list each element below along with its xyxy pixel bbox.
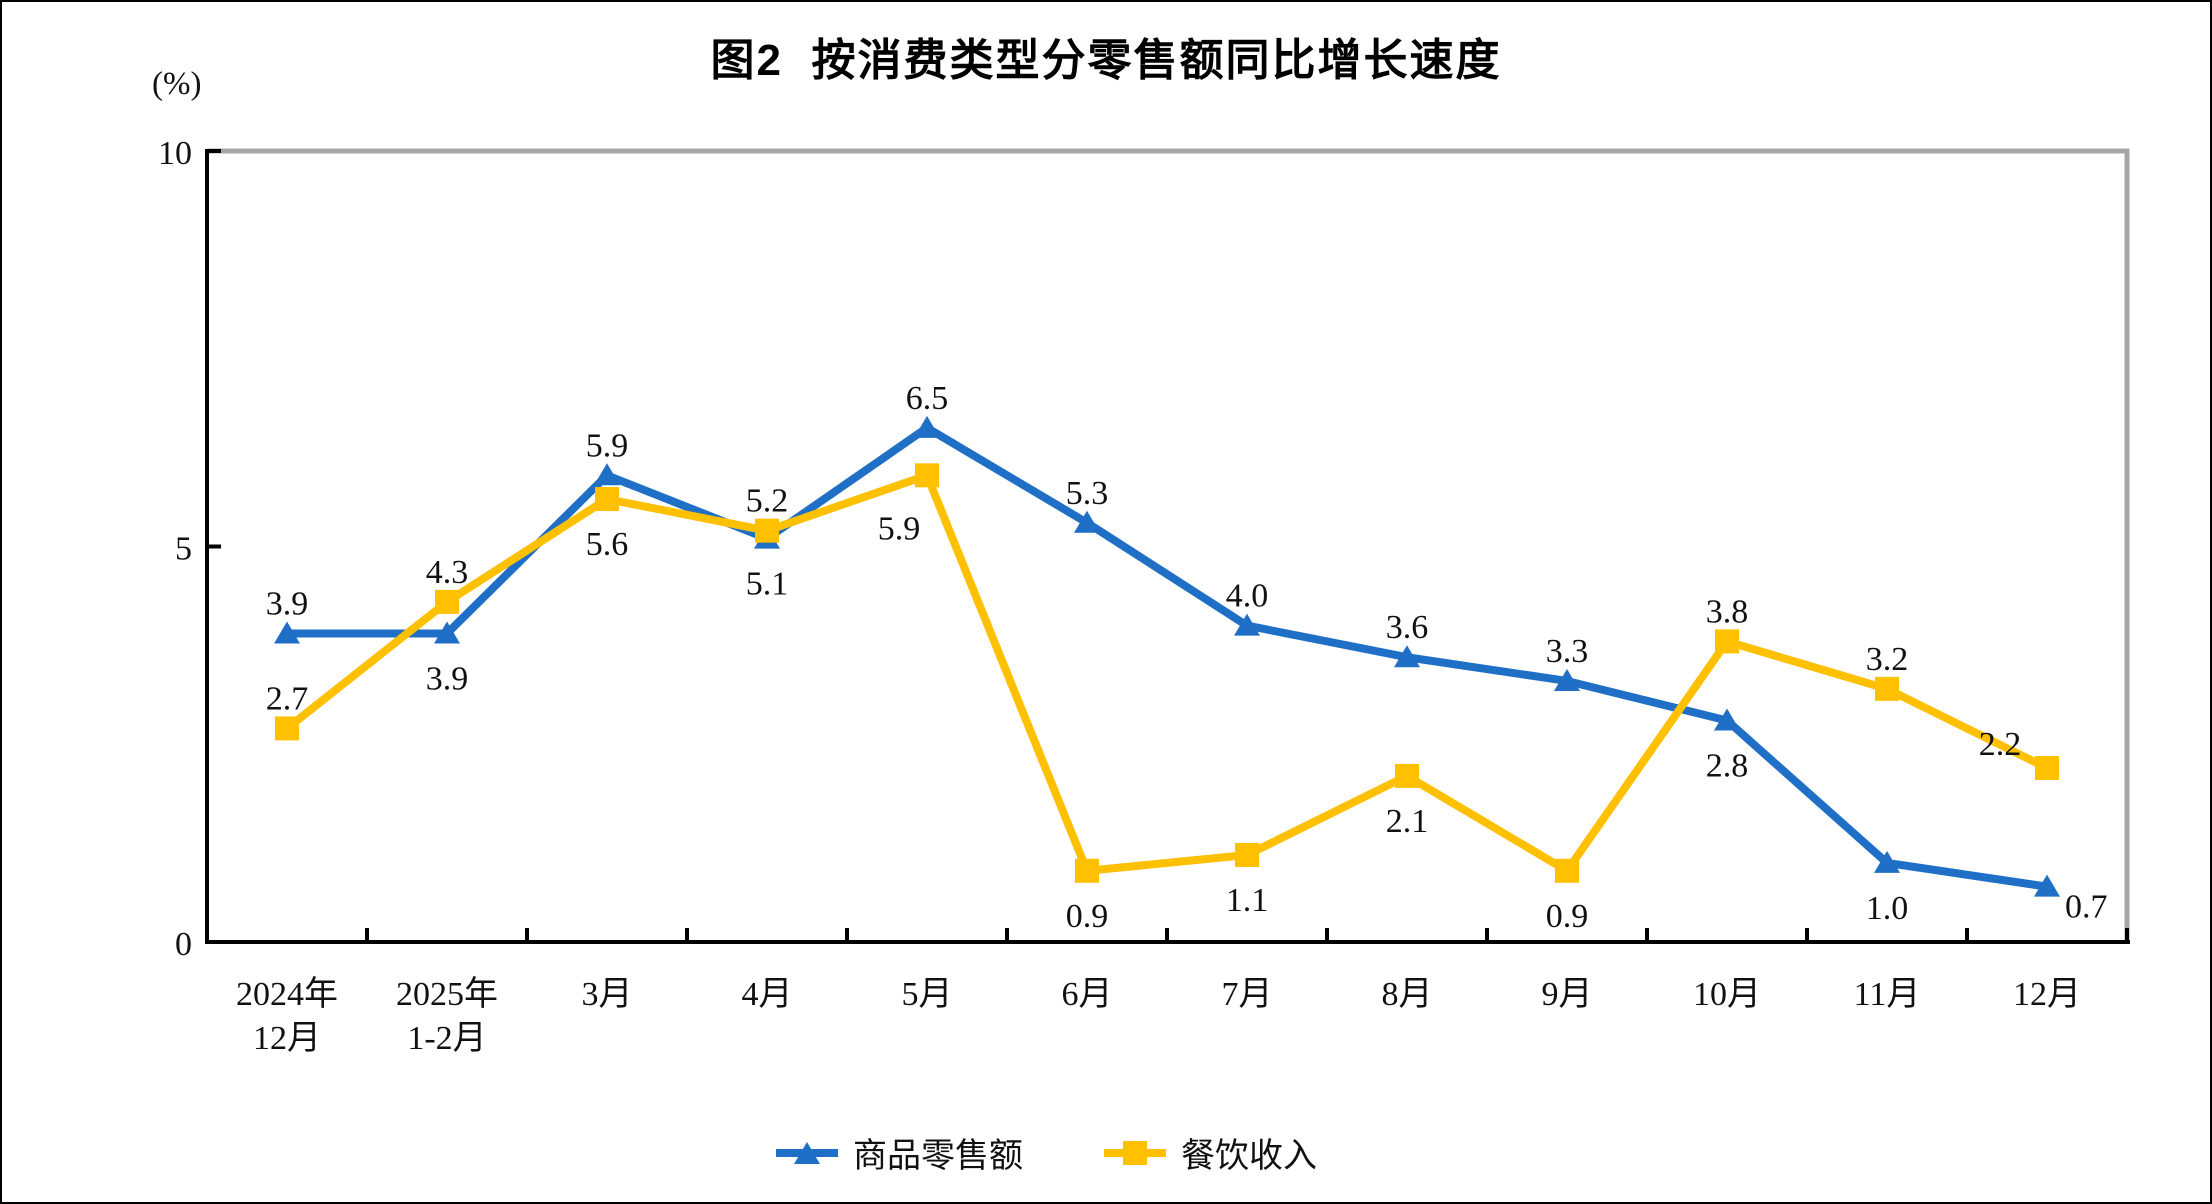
x-category-label: 10月 <box>1693 976 1761 1013</box>
data-label: 5.6 <box>586 526 629 563</box>
square-marker <box>275 716 299 741</box>
series-餐饮收入: 2.7 4.3 5.6 5.2 5.9 0.9 1.1 2.1 0.9 3.8 3.2 2.2 <box>266 463 2059 935</box>
triangle-marker <box>914 415 940 438</box>
triangle-marker <box>1554 668 1580 691</box>
triangle-marker <box>1394 645 1420 668</box>
x-category-label: 8月 <box>1382 976 1433 1013</box>
x-category-label: 2024年 <box>236 975 338 1013</box>
x-category-label: 1-2月 <box>407 1020 486 1057</box>
x-category-label: 6月 <box>1062 976 1113 1013</box>
data-label: 4.0 <box>1226 578 1269 615</box>
series-line <box>283 423 2051 891</box>
data-label: 5.1 <box>746 566 789 603</box>
y-tick-label: 5 <box>175 531 192 568</box>
triangle-marker <box>1234 613 1260 636</box>
x-category-label: 9月 <box>1542 976 1593 1013</box>
legend-label: 商品零售额 <box>853 1138 1023 1175</box>
data-label: 3.2 <box>1866 641 1909 678</box>
data-label: 3.8 <box>1706 593 1749 630</box>
y-axis-labels: 0 5 10 <box>158 135 192 963</box>
square-marker <box>1235 842 1259 867</box>
x-category-label: 5月 <box>902 976 953 1013</box>
x-category-label: 2025年 <box>396 975 498 1013</box>
data-label: 5.2 <box>746 483 789 520</box>
data-label: 5.3 <box>1066 475 1109 512</box>
square-marker <box>1395 763 1419 788</box>
square-marker <box>595 487 619 512</box>
data-label: 5.9 <box>586 427 629 464</box>
triangle-marker <box>1714 708 1740 731</box>
axis-ticks <box>205 149 2129 944</box>
data-label: 3.3 <box>1546 633 1589 670</box>
y-tick-label: 0 <box>175 926 192 963</box>
triangle-marker <box>434 621 460 644</box>
data-label: 2.1 <box>1386 803 1429 840</box>
x-category-label: 12月 <box>253 1020 321 1057</box>
triangle-marker <box>1074 510 1100 533</box>
square-marker <box>1875 676 1899 701</box>
chart-title: 图2 按消费类型分零售额同比增长速度 <box>710 36 1502 85</box>
triangle-marker <box>2034 874 2060 897</box>
data-label: 5.9 <box>878 510 921 547</box>
data-label: 2.2 <box>1979 726 2022 763</box>
y-axis-unit-label: (%) <box>152 66 202 102</box>
x-category-label: 12月 <box>2013 976 2081 1013</box>
square-marker <box>435 589 459 614</box>
square-marker <box>1715 629 1739 654</box>
data-label: 3.9 <box>426 661 469 698</box>
square-marker <box>2035 755 2059 780</box>
legend-line-square-icon <box>1104 1140 1166 1165</box>
x-category-label: 3月 <box>582 976 633 1013</box>
x-category-label: 4月 <box>742 976 793 1013</box>
legend-label: 餐饮收入 <box>1181 1138 1317 1175</box>
triangle-marker <box>1874 850 1900 873</box>
legend-item-catering-income: 餐饮收入 <box>1103 1128 1317 1177</box>
legend-line-triangle-icon <box>776 1141 838 1164</box>
data-label: 1.1 <box>1226 882 1269 919</box>
triangle-marker <box>594 463 620 486</box>
x-category-label: 7月 <box>1222 976 1273 1013</box>
series-line <box>283 471 2051 875</box>
data-label: 2.7 <box>266 680 309 717</box>
y-tick-label: 10 <box>158 135 192 172</box>
data-label: 3.6 <box>1386 609 1429 646</box>
square-marker <box>755 518 779 543</box>
data-label: 4.3 <box>426 554 469 591</box>
chart-legend: 商品零售额 餐饮收入 <box>2 1128 2150 1177</box>
data-label: 0.9 <box>1546 898 1589 935</box>
square-marker <box>1555 858 1579 883</box>
x-axis-labels: 2024年 12月 2025年 1-2月 3月 4月 5月 6月 7月 8月 9月 10月 11月 12月 <box>236 975 2081 1057</box>
square-marker <box>915 463 939 488</box>
data-label: 0.9 <box>1066 898 1109 935</box>
square-marker <box>1075 858 1099 883</box>
legend-item-goods-retail: 商品零售额 <box>775 1128 1023 1177</box>
series-商品零售额: 3.9 3.9 5.9 5.1 6.5 5.3 4.0 3.6 3.3 2.8 1.0 0.7 <box>266 380 2108 927</box>
data-label: 3.9 <box>266 586 309 623</box>
data-label: 2.8 <box>1706 748 1749 785</box>
data-label: 1.0 <box>1866 890 1909 927</box>
triangle-marker <box>274 621 300 644</box>
plot-border <box>207 148 2130 942</box>
data-label: 6.5 <box>906 380 949 417</box>
x-category-label: 11月 <box>1854 976 1921 1013</box>
data-label: 0.7 <box>2065 889 2108 926</box>
